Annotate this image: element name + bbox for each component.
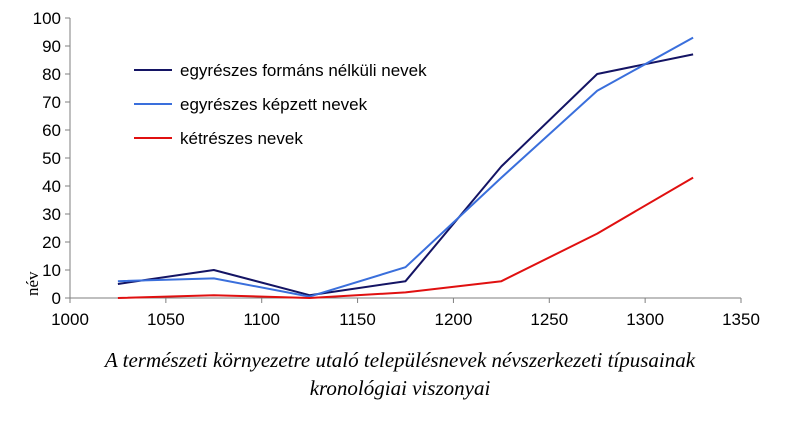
figure-caption: A természeti környezetre utaló település… bbox=[0, 346, 800, 402]
y-tick-label: 90 bbox=[42, 37, 61, 56]
legend-label-1: egyrészes formáns nélküli nevek bbox=[180, 61, 427, 80]
x-tick-label: 1050 bbox=[147, 310, 185, 329]
y-tick-label: 70 bbox=[42, 93, 61, 112]
series-line-3 bbox=[117, 176, 694, 299]
series-lines bbox=[117, 36, 694, 299]
y-tick-label: 0 bbox=[52, 289, 61, 308]
y-axis-label: név bbox=[23, 271, 42, 296]
y-tick-label: 80 bbox=[42, 65, 61, 84]
x-axis-ticks: 1000 1050 1100 1150 1200 1250 1300 1350 bbox=[51, 298, 760, 329]
y-tick-label: 10 bbox=[42, 261, 61, 280]
legend: egyrészes formáns nélküli nevek egyrészes… bbox=[134, 61, 427, 148]
x-tick-label: 1300 bbox=[626, 310, 664, 329]
y-tick-label: 40 bbox=[42, 177, 61, 196]
caption-line-2: kronológiai viszonyai bbox=[309, 376, 491, 400]
axes bbox=[69, 18, 741, 299]
x-tick-label: 1350 bbox=[722, 310, 760, 329]
x-tick-label: 1150 bbox=[339, 310, 376, 329]
y-tick-label: 50 bbox=[42, 149, 61, 168]
x-tick-label: 1200 bbox=[435, 310, 473, 329]
x-tick-label: 1250 bbox=[530, 310, 568, 329]
y-tick-label: 60 bbox=[42, 121, 61, 140]
y-tick-label: 30 bbox=[42, 205, 61, 224]
series-line-1 bbox=[117, 53, 694, 297]
x-tick-label: 1000 bbox=[51, 310, 89, 329]
y-tick-label: 20 bbox=[42, 233, 61, 252]
x-tick-label: 1100 bbox=[243, 310, 280, 329]
y-axis-ticks: 0 10 20 30 40 50 60 70 80 90 100 bbox=[33, 9, 70, 308]
legend-label-3: kétrészes nevek bbox=[180, 129, 303, 148]
caption-line-1: A természeti környezetre utaló település… bbox=[104, 348, 696, 372]
legend-label-2: egyrészes képzett nevek bbox=[180, 95, 368, 114]
y-tick-label: 100 bbox=[33, 9, 61, 28]
series-line-2 bbox=[117, 36, 694, 298]
